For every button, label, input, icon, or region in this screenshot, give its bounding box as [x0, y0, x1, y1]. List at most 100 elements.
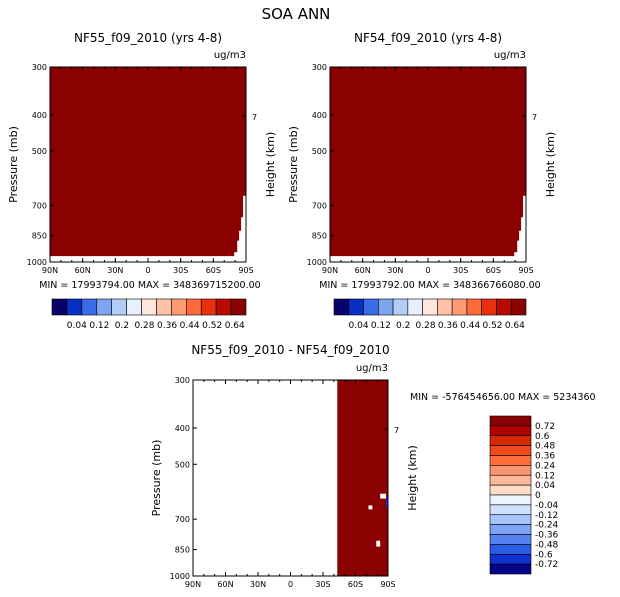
- panel-2: NF54_f09_2010 (yrs 4-8) ug/m3 90N 60N 30N 0 30…: [287, 31, 557, 331]
- y-tick-label: 850: [312, 232, 327, 241]
- colorbar-box: [407, 298, 423, 316]
- colorbar-label: 0.12: [535, 471, 555, 481]
- colorbar-box: [489, 534, 532, 545]
- x-tick-label: 0: [145, 266, 150, 275]
- field-fill: [330, 67, 526, 257]
- x-tick-label: 90N: [42, 266, 58, 275]
- colorbar-box: [510, 298, 527, 316]
- x-tick-label: 30S: [315, 580, 330, 589]
- colorbar-label: 0.64: [225, 321, 245, 331]
- y-tick-label: 850: [32, 232, 47, 241]
- units-label: ug/m3: [356, 363, 388, 374]
- colorbar-box: [422, 298, 438, 316]
- y-tick-label: 400: [32, 111, 47, 120]
- colorbar-box: [451, 298, 468, 316]
- x-tick-label: 30N: [107, 266, 123, 275]
- colorbar-label: -0.72: [535, 560, 558, 570]
- colorbar-box: [489, 435, 532, 446]
- panel-title: NF55_f09_2010 (yrs 4-8): [74, 31, 222, 45]
- colorbar-label: 0.24: [535, 461, 555, 471]
- panel-title: NF54_f09_2010 (yrs 4-8): [354, 31, 502, 45]
- colorbar-box: [489, 494, 532, 506]
- km-tick-label: 7: [252, 113, 257, 122]
- colorbar-box: [186, 298, 202, 316]
- colorbar-box: [378, 298, 394, 316]
- colorbar-box: [126, 298, 142, 316]
- colorbar-box: [111, 298, 127, 316]
- right-axis-label: Height (km): [544, 132, 557, 198]
- y-tick-label: 500: [175, 460, 190, 469]
- colorbar-box: [489, 504, 532, 516]
- colorbar-label: -0.04: [535, 501, 559, 511]
- colorbar-label: 0.52: [202, 321, 222, 331]
- colorbar-label: -0.36: [535, 531, 559, 541]
- colorbar-box: [363, 298, 379, 316]
- colorbar-box: [489, 445, 532, 456]
- x-tick-label: 30N: [250, 580, 266, 589]
- colorbar-box: [141, 298, 157, 316]
- field-fill: [50, 67, 246, 257]
- colorbar-label: 0.44: [180, 321, 200, 331]
- y-axis-label: Pressure (mb): [287, 126, 300, 203]
- x-tick-label: 90S: [238, 266, 253, 275]
- colorbar-box: [489, 553, 532, 565]
- x-tick-label: 0: [425, 266, 430, 275]
- panel-3: NF55_f09_2010 - NF54_f09_2010 ug/m3 90N 60N…: [150, 343, 596, 589]
- colorbar-label: 0: [535, 491, 541, 501]
- x-tick-label: 90N: [322, 266, 338, 275]
- y-tick-label: 300: [312, 63, 327, 72]
- y-tick-label: 400: [312, 111, 327, 120]
- colorbar-label: 0.2: [115, 321, 129, 331]
- colorbar-label: 0.28: [416, 321, 436, 331]
- x-tick-label: 90S: [518, 266, 533, 275]
- y-tick-label: 500: [312, 147, 327, 156]
- panel-title: NF55_f09_2010 - NF54_f09_2010: [191, 343, 389, 357]
- colorbar-box: [489, 563, 532, 575]
- colorbar-box: [96, 298, 112, 316]
- colorbar-label: 0.44: [460, 321, 480, 331]
- y-tick-label: 300: [175, 376, 190, 385]
- colorbar-label: 0.6: [535, 432, 550, 442]
- y-tick-label: 850: [175, 546, 190, 555]
- y-tick-label: 1000: [170, 572, 190, 581]
- colorbar-box: [481, 298, 497, 316]
- y-tick-label: 1000: [307, 258, 327, 267]
- x-tick-label: 90N: [185, 580, 201, 589]
- colorbar-box: [200, 298, 217, 316]
- colorbar-box: [230, 298, 247, 316]
- x-tick-label: 60N: [355, 266, 371, 275]
- colorbar-label: -0.24: [535, 521, 559, 531]
- colorbar-label: 0.04: [535, 481, 555, 491]
- field-gap: [368, 505, 373, 510]
- colorbar-box: [156, 298, 172, 316]
- x-tick-label: 60S: [486, 266, 501, 275]
- colorbar-label: 0.12: [89, 321, 109, 331]
- colorbar-label: 0.36: [535, 452, 555, 462]
- colorbar-box: [392, 298, 409, 316]
- y-tick-label: 300: [32, 63, 47, 72]
- right-axis-label: Height (km): [264, 132, 277, 198]
- colorbar-box: [66, 298, 83, 316]
- colorbar-box: [489, 415, 532, 427]
- y-tick-label: 700: [175, 515, 190, 524]
- stats-text: MIN = -576454656.00 MAX = 5234360: [410, 392, 596, 403]
- colorbar-box: [466, 298, 482, 316]
- km-tick-label: 7: [532, 113, 537, 122]
- stats-text: MIN = 17993794.00 MAX = 348369715200.00: [39, 280, 260, 291]
- units-label: ug/m3: [494, 50, 526, 61]
- colorbar-box: [437, 298, 453, 316]
- units-label: ug/m3: [214, 50, 246, 61]
- x-tick-label: 0: [288, 580, 293, 589]
- right-axis-label: Height (km): [406, 445, 419, 511]
- colorbar-label: 0.48: [535, 442, 555, 452]
- y-tick-label: 1000: [27, 258, 47, 267]
- x-tick-label: 60S: [348, 580, 363, 589]
- x-tick-label: 60N: [75, 266, 91, 275]
- km-tick-label: 7: [394, 426, 399, 435]
- x-tick-label: 90S: [380, 580, 395, 589]
- field-negative-patch: [386, 497, 388, 508]
- colorbar-box: [489, 484, 532, 496]
- colorbar-label: 0.04: [349, 321, 369, 331]
- field-fill: [337, 380, 388, 576]
